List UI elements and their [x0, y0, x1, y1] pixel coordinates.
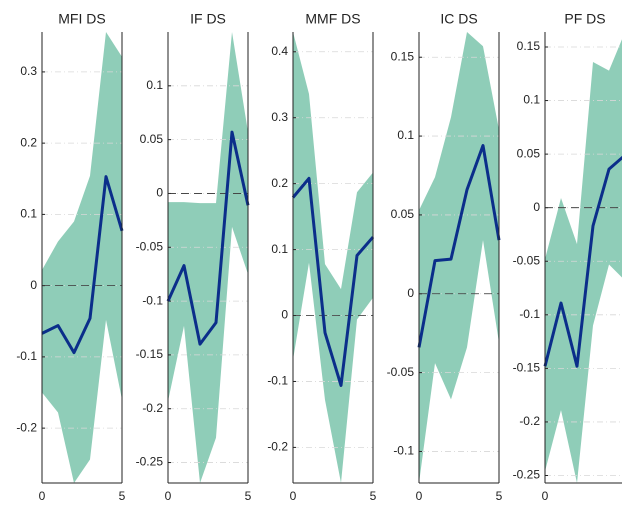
x-tick-label: 5	[119, 489, 126, 503]
y-tick-label: -0.1	[142, 293, 163, 307]
panel-title: PF DS	[564, 11, 605, 27]
x-tick-label: 5	[496, 489, 503, 503]
panel-title: IC DS	[440, 11, 477, 27]
y-tick-label: 0.3	[271, 110, 288, 124]
y-tick-label: -0.1	[519, 307, 540, 321]
confidence-band	[419, 32, 499, 483]
y-tick-label: -0.2	[519, 414, 540, 428]
y-tick-label: -0.15	[513, 361, 541, 375]
x-tick-label: 0	[290, 489, 297, 503]
y-tick-label: -0.05	[387, 365, 415, 379]
y-tick-label: -0.25	[513, 468, 541, 482]
y-tick-label: 0.1	[20, 207, 37, 221]
confidence-band	[545, 39, 622, 483]
y-tick-label: -0.25	[136, 455, 164, 469]
y-tick-label: 0.1	[523, 93, 540, 107]
response-line	[417, 144, 501, 348]
confidence-band	[42, 32, 122, 483]
x-tick-label: 0	[165, 489, 172, 503]
x-tick-label: 0	[542, 489, 549, 503]
response-line	[291, 176, 375, 387]
y-tick-label: 0.3	[20, 64, 37, 78]
y-tick-label: 0.15	[391, 49, 415, 63]
y-tick-label: 0.05	[517, 146, 541, 160]
y-tick-label: -0.05	[136, 239, 164, 253]
y-tick-label: -0.1	[393, 444, 414, 458]
y-tick-label: 0.05	[391, 207, 415, 221]
y-tick-label: 0.05	[140, 132, 164, 146]
panel-title: MFI DS	[58, 11, 105, 27]
y-tick-label: 0	[281, 308, 288, 322]
panel-title: IF DS	[190, 11, 226, 27]
y-tick-label: 0	[30, 278, 37, 292]
confidence-band	[293, 32, 373, 483]
y-tick-label: 0	[533, 200, 540, 214]
response-line	[166, 130, 250, 346]
x-tick-label: 0	[416, 489, 423, 503]
x-tick-label: 0	[39, 489, 46, 503]
y-tick-label: 0.15	[517, 39, 541, 53]
y-tick-label: 0.2	[20, 135, 37, 149]
x-tick-label: 5	[370, 489, 377, 503]
y-tick-label: -0.1	[267, 374, 288, 388]
y-tick-label: 0.1	[146, 78, 163, 92]
panel-title: MMF DS	[305, 11, 360, 27]
y-tick-label: 0.1	[397, 128, 414, 142]
confidence-band	[168, 32, 248, 483]
y-tick-label: 0	[156, 186, 163, 200]
y-tick-label: -0.05	[513, 253, 541, 267]
y-tick-label: -0.2	[142, 401, 163, 415]
y-tick-label: -0.1	[16, 349, 37, 363]
y-tick-label: -0.15	[136, 347, 164, 361]
y-tick-label: 0.2	[271, 176, 288, 190]
y-tick-label: 0	[407, 286, 414, 300]
y-tick-label: -0.2	[16, 420, 37, 434]
y-tick-label: 0.4	[271, 44, 288, 58]
response-line	[41, 175, 124, 355]
x-tick-label: 5	[245, 489, 252, 503]
y-tick-label: 0.1	[271, 242, 288, 256]
response-line	[543, 155, 622, 368]
y-tick-label: -0.2	[267, 440, 288, 454]
